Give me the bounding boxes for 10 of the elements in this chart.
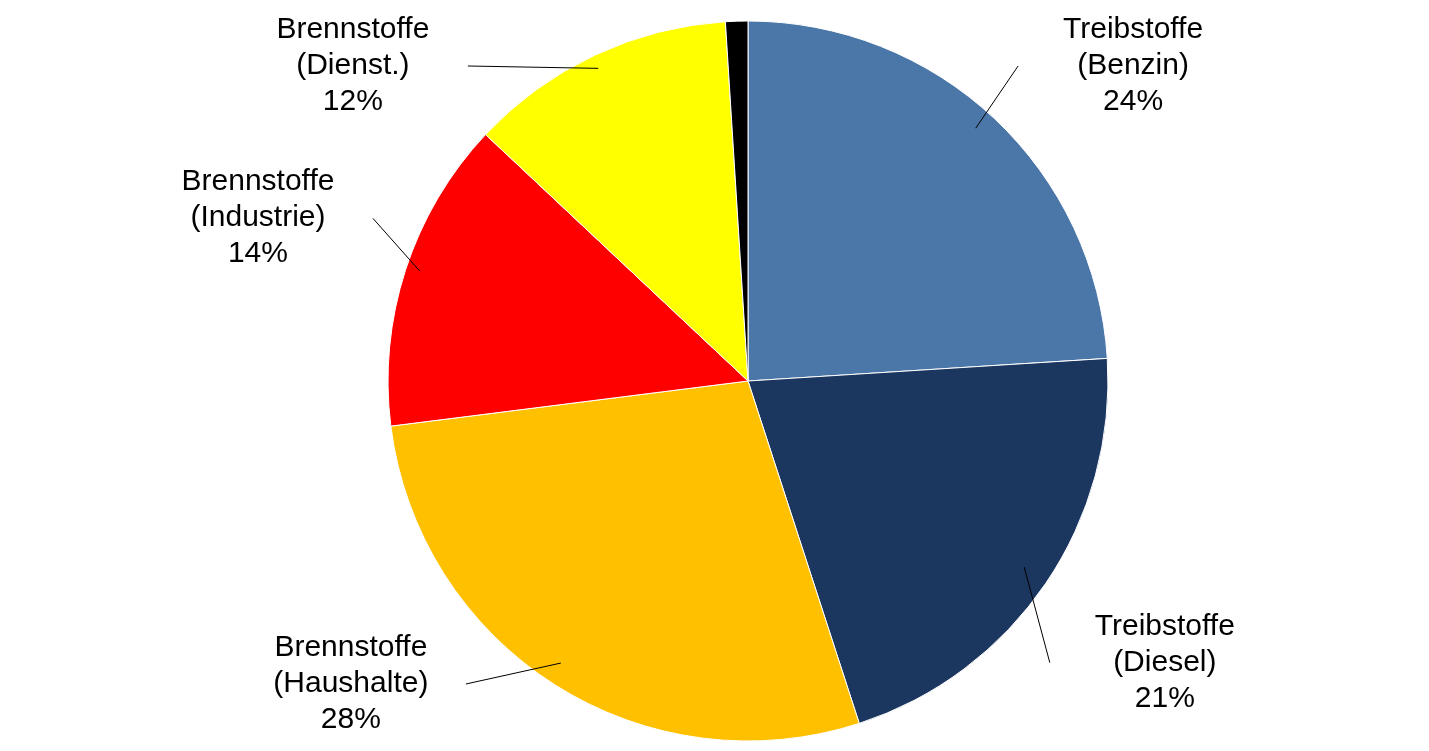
slice-label: Treibstoffe (Benzin) <box>1063 10 1204 80</box>
data-label: 12% <box>322 82 383 116</box>
data-label: 14% <box>227 235 288 269</box>
data-label: 21% <box>1134 679 1195 713</box>
data-label: 24% <box>1103 82 1164 116</box>
slice-label: Brennstoffe (Haushalte) <box>273 628 429 698</box>
data-label: 28% <box>320 700 381 734</box>
slice-label: Brennstoffe (Dienst.) <box>276 10 430 80</box>
slice-label: Treibstoffe (Diesel) <box>1094 607 1235 677</box>
slice-label: Brennstoffe (Industrie) <box>181 163 335 233</box>
